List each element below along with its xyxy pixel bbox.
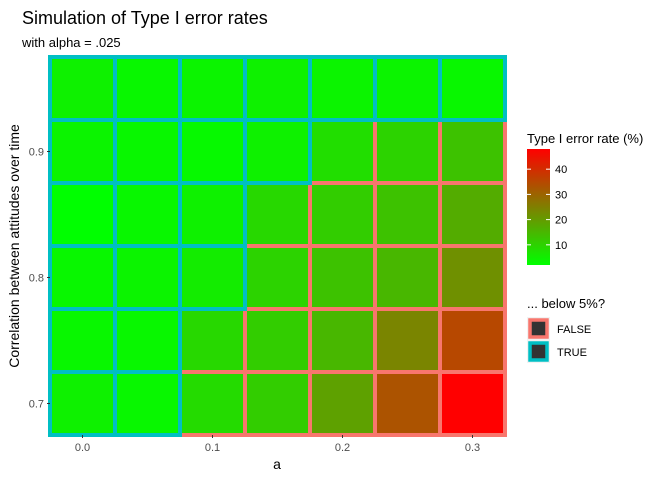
colorbar-tick-label: 30 <box>555 189 567 201</box>
fill-legend: Type I error rate (%) 10 20 30 40 <box>527 131 643 265</box>
heatmap-cell <box>113 370 182 437</box>
heatmap-cell <box>113 244 182 311</box>
x-axis-title: a <box>273 456 281 472</box>
heatmap-cells <box>48 55 507 437</box>
heatmap-cell <box>243 118 312 185</box>
heatmap-cell <box>243 370 312 437</box>
heatmap-cell <box>438 370 507 437</box>
heatmap-cell <box>48 181 117 248</box>
heatmap-cell <box>48 307 117 374</box>
y-tick-label: 0.9 <box>29 147 44 159</box>
y-tick-label: 0.7 <box>29 399 44 411</box>
legend-key-swatch <box>528 341 549 362</box>
outline-legend-title: ... below 5%? <box>527 296 605 311</box>
heatmap-cell <box>178 307 247 374</box>
heatmap-cell <box>178 118 247 185</box>
heatmap-cell <box>178 55 247 122</box>
heatmap-cell <box>308 55 377 122</box>
heatmap-cell <box>373 307 442 374</box>
heatmap-cell <box>243 55 312 122</box>
heatmap-cell <box>178 244 247 311</box>
heatmap-cell <box>48 370 117 437</box>
y-axis-ticks: 0.7 0.8 0.9 <box>29 147 50 411</box>
heatmap-cell <box>308 307 377 374</box>
x-tick-label: 0.0 <box>75 442 90 454</box>
heatmap-cell <box>113 118 182 185</box>
heatmap-cell <box>243 307 312 374</box>
chart-title: Simulation of Type I error rates <box>22 8 268 28</box>
outline-legend-keys: FALSE TRUE <box>527 317 591 363</box>
x-axis-ticks: 0.0 0.1 0.2 0.3 <box>75 435 480 454</box>
heatmap-cell <box>48 118 117 185</box>
y-tick-label: 0.8 <box>29 273 44 285</box>
heatmap-cell <box>48 244 117 311</box>
heatmap-cell <box>438 307 507 374</box>
heatmap-cell <box>113 307 182 374</box>
heatmap-cell <box>113 181 182 248</box>
heatmap-cell <box>373 244 442 311</box>
x-tick-label: 0.3 <box>465 442 480 454</box>
y-axis-title: Correlation between attitudes over time <box>6 124 22 368</box>
colorbar-tick-label: 10 <box>555 240 567 252</box>
x-tick-label: 0.2 <box>335 442 350 454</box>
heatmap-cell <box>243 181 312 248</box>
heatmap-cell <box>438 244 507 311</box>
x-tick-label: 0.1 <box>205 442 220 454</box>
legend-key-label: FALSE <box>557 324 591 336</box>
heatmap-cell <box>308 244 377 311</box>
colorbar-ticks: 10 20 30 40 <box>527 164 567 252</box>
heatmap-cell <box>178 181 247 248</box>
heatmap-cell <box>438 55 507 122</box>
heatmap-cell <box>308 118 377 185</box>
heatmap-cell <box>243 244 312 311</box>
chart-subtitle: with alpha = .025 <box>21 35 121 50</box>
legend-key-label: TRUE <box>557 347 587 359</box>
colorbar <box>527 149 550 265</box>
heatmap-cell <box>178 370 247 437</box>
colorbar-tick-label: 20 <box>555 215 567 227</box>
heatmap-cell <box>438 181 507 248</box>
heatmap-cell <box>373 55 442 122</box>
outline-legend: ... below 5%? FALSE TRUE <box>527 296 605 363</box>
heatmap-cell <box>438 118 507 185</box>
heatmap-cell <box>373 370 442 437</box>
heatmap-cell <box>308 181 377 248</box>
heatmap-cell <box>373 181 442 248</box>
heatmap-cell <box>373 118 442 185</box>
heatmap-cell <box>48 55 117 122</box>
colorbar-tick-label: 40 <box>555 164 567 176</box>
fill-legend-title: Type I error rate (%) <box>527 131 643 146</box>
legend-key-swatch <box>528 318 549 339</box>
heatmap-cell <box>113 55 182 122</box>
heatmap-cell <box>308 370 377 437</box>
